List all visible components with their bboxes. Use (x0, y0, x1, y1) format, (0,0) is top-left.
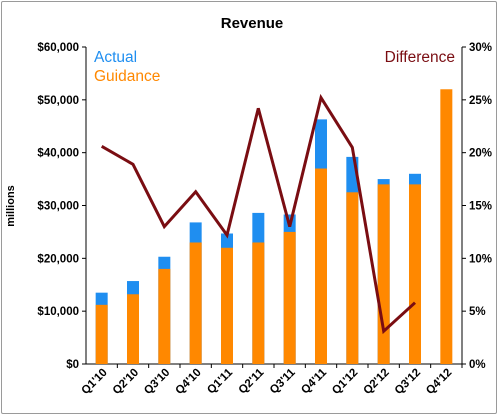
guidance-bar (315, 168, 327, 364)
x-tick-label: Q4'10 (173, 367, 203, 397)
guidance-bar (158, 268, 171, 364)
x-tick-label: Q3'10 (142, 367, 172, 397)
right-tick-label: 30% (469, 42, 492, 54)
difference-line (100, 93, 417, 335)
left-tick-label: $40,000 (37, 148, 79, 160)
x-tick-label: Q3'11 (268, 366, 298, 396)
chart-title: Revenue (221, 15, 284, 32)
difference-line-group (100, 93, 417, 335)
right-tick-label: 0% (469, 359, 486, 371)
left-y-ticks: $0 $10,000 $20,000 $30,000 $40,000 $50,000 $60… (37, 42, 86, 371)
right-tick-label: 20% (469, 148, 492, 160)
x-tick-label: Q4'11 (299, 366, 329, 396)
legend-difference: Difference (385, 49, 455, 66)
guidance-bar (409, 184, 421, 364)
x-tick-label: Q2'11 (237, 366, 267, 396)
guidance-bar (95, 304, 108, 364)
left-tick-label: $10,000 (37, 306, 79, 318)
guidance-bar (346, 192, 359, 364)
x-tick-label: Q3'12 (393, 367, 423, 397)
guidance-bar (440, 89, 453, 365)
right-tick-label: 5% (469, 306, 486, 318)
guidance-bar (127, 294, 139, 364)
x-tick-label: Q1'10 (79, 367, 109, 397)
guidance-bar (283, 231, 296, 364)
legend: Actual Guidance Difference (94, 49, 455, 85)
right-tick-label: 15% (469, 201, 492, 213)
left-tick-label: $30,000 (37, 201, 79, 213)
y-axis-label: millions (5, 185, 17, 227)
bars-group (95, 89, 453, 365)
x-tick-label: Q1'12 (330, 367, 360, 397)
legend-guidance: Guidance (94, 68, 160, 85)
right-tick-label: 10% (469, 253, 492, 265)
x-tick-label: Q2'10 (111, 367, 141, 397)
legend-actual: Actual (94, 49, 137, 66)
x-tick-label: Q1'11 (205, 366, 235, 396)
guidance-bar (377, 184, 390, 364)
left-tick-label: $0 (66, 359, 79, 371)
right-tick-label: 25% (469, 95, 492, 107)
x-ticks: Q1'10 Q2'10 Q3'10 Q4'10 Q1'11 Q2'11 Q3'11 Q4'11… (79, 364, 463, 397)
x-tick-label: Q4'12 (424, 367, 454, 397)
guidance-bar (221, 247, 233, 364)
guidance-bar (252, 242, 265, 364)
guidance-bar (189, 242, 202, 364)
axes (85, 47, 463, 365)
left-tick-label: $20,000 (37, 253, 79, 265)
right-y-ticks: 0% 5% 10% 15% 20% 25% 30% (462, 42, 492, 371)
left-tick-label: $50,000 (37, 95, 79, 107)
x-tick-label: Q2'12 (361, 367, 391, 397)
left-tick-label: $60,000 (37, 42, 79, 54)
